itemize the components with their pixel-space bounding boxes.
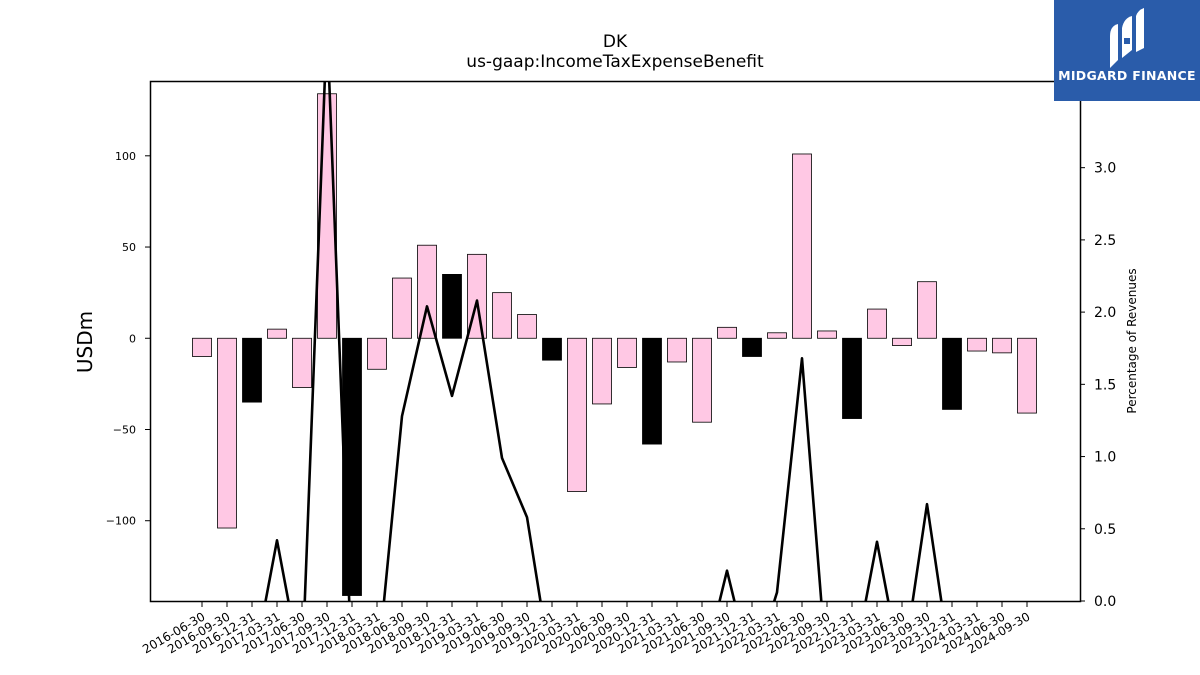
- y2-tick-label: 3.0: [1094, 161, 1116, 177]
- bar-2023-06-30: [892, 337, 912, 346]
- bar-2020-06-30: [592, 337, 612, 405]
- bar-2017-03-31: [267, 328, 287, 339]
- left-y-axis: −100 −50 0 50 100: [106, 150, 150, 528]
- y-tick-label: 0: [129, 332, 136, 345]
- brand-logo: MIDGARD FINANCE: [1054, 0, 1200, 101]
- bar-2018-06-30: [392, 277, 412, 339]
- bar-2018-09-30: [417, 244, 437, 339]
- bar-2021-06-30: [692, 337, 712, 423]
- bar-2024-03-31: [967, 337, 987, 352]
- bar-2024-06-30: [992, 337, 1012, 354]
- bar-2018-12-31: [442, 274, 462, 339]
- bar-2023-12-31: [942, 337, 962, 410]
- bar-series: [192, 93, 1037, 596]
- y-axis-label: USDm: [73, 311, 97, 373]
- y2-tick-label: 0.5: [1094, 522, 1116, 538]
- bar-2022-12-31: [842, 337, 862, 419]
- y2-tick-label: 2.5: [1094, 233, 1116, 249]
- y-tick-label: 50: [122, 241, 136, 254]
- plot-frame: [149, 80, 1082, 603]
- y2-tick-label: 1.0: [1094, 450, 1116, 466]
- bar-2024-09-30: [1017, 337, 1037, 414]
- bar-2018-03-31: [367, 337, 387, 370]
- bar-2023-09-30: [917, 281, 937, 339]
- y2-tick-label: 2.0: [1094, 305, 1116, 321]
- right-y-axis: 0.00.51.01.52.02.53.03.5: [1080, 88, 1116, 610]
- bar-2017-06-30: [292, 337, 312, 388]
- bar-2019-06-30: [492, 292, 512, 339]
- bar-2022-06-30: [792, 153, 812, 339]
- bar-2020-03-31: [567, 337, 587, 492]
- y-tick-label: −50: [113, 423, 136, 436]
- logo-text: MIDGARD FINANCE: [1058, 68, 1196, 83]
- y-tick-label: −100: [106, 515, 136, 528]
- chart-title: DK: [602, 32, 628, 52]
- chart-subtitle: us-gaap:IncomeTaxExpenseBenefit: [466, 52, 764, 72]
- bar-2020-09-30: [617, 337, 637, 368]
- bar-2016-09-30: [217, 337, 237, 529]
- bar-2016-06-30: [192, 337, 212, 357]
- bar-2022-09-30: [817, 330, 837, 339]
- x-axis: 2016-06-302016-09-302016-12-312017-03-31…: [140, 601, 1033, 656]
- y2-tick-label: 0.0: [1094, 594, 1116, 610]
- bar-2021-03-31: [667, 337, 687, 363]
- bar-2016-12-31: [242, 337, 262, 403]
- bar-2022-03-31: [767, 332, 787, 339]
- midgard-logo-icon: [1110, 8, 1144, 68]
- bar-2023-03-31: [867, 308, 887, 339]
- bar-2021-12-31: [742, 337, 762, 357]
- bar-2019-09-30: [517, 314, 537, 339]
- bar-2021-09-30: [717, 326, 737, 339]
- y2-tick-label: 1.5: [1094, 377, 1116, 393]
- bar-2020-12-31: [642, 337, 662, 445]
- y2-axis-label: Percentage of Revenues: [1125, 268, 1139, 413]
- bar-2019-12-31: [542, 337, 562, 361]
- line-series: [264, 81, 943, 601]
- y-tick-label: 100: [115, 150, 136, 163]
- percentage-line: [264, 81, 943, 601]
